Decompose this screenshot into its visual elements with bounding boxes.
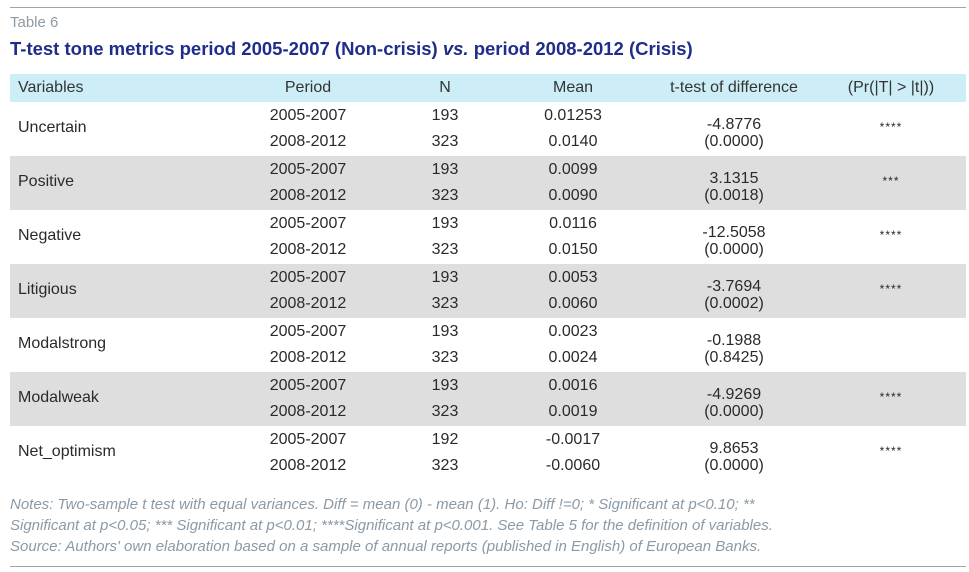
variable-name: Uncertain: [18, 119, 87, 136]
p-value: (0.8425): [704, 349, 764, 366]
mean-cell: -0.0060: [545, 457, 601, 474]
bottom-rule: [10, 566, 966, 567]
t-statistic: -4.9269: [706, 386, 762, 403]
p-value: (0.0000): [704, 403, 764, 420]
title-vs: vs.: [442, 38, 469, 59]
mean-cell: 0.0053: [548, 269, 598, 286]
t-statistic: -3.7694: [706, 278, 762, 295]
mean-cell: 0.0099: [548, 161, 598, 178]
n-cell: 193: [431, 107, 459, 124]
significance-stars: ***: [882, 174, 900, 188]
t-statistic: -12.5058: [702, 224, 766, 241]
variable-name: Negative: [18, 227, 82, 244]
mean-cell: 0.0150: [548, 241, 598, 258]
table-notes: Notes: Two-sample t test with equal vari…: [10, 494, 966, 557]
p-value: (0.0002): [704, 295, 764, 312]
n-cell: 193: [431, 323, 459, 340]
period-cell: 2005-2007: [269, 107, 347, 124]
period-cell: 2005-2007: [269, 431, 347, 448]
title-part1: T-test tone metrics period 2005-2007 (No…: [10, 38, 443, 59]
n-cell: 323: [431, 187, 459, 204]
table-row: Negative 2005-2007 193 0.0116 2008-2012 …: [10, 210, 966, 264]
t-statistic: -4.8776: [706, 116, 762, 133]
mean-cell: 0.0116: [549, 215, 597, 232]
n-cell: 323: [431, 295, 459, 312]
mean-cell: 0.0016: [548, 377, 598, 394]
table-row: Positive 2005-2007 193 0.0099 2008-2012 …: [10, 156, 966, 210]
n-cell: 323: [431, 349, 459, 366]
n-cell: 193: [431, 269, 459, 286]
t-statistic: -0.1988: [706, 332, 762, 349]
table-row: Modalstrong 2005-2007 193 0.0023 2008-20…: [10, 318, 966, 372]
n-cell: 323: [431, 241, 459, 258]
mean-cell: 0.0019: [548, 403, 598, 420]
mean-cell: 0.0140: [548, 133, 598, 150]
table-header-row: Variables Period N Mean t-test of differ…: [10, 74, 966, 102]
table-number: Table 6: [10, 14, 59, 31]
table-row: Uncertain 2005-2007 193 0.01253 2008-201…: [10, 102, 966, 156]
results-table: Variables Period N Mean t-test of differ…: [10, 74, 966, 480]
header-mean: Mean: [552, 79, 594, 96]
title-part2: period 2008-2012 (Crisis): [468, 38, 693, 59]
n-cell: 193: [431, 377, 459, 394]
period-cell: 2008-2012: [269, 187, 347, 204]
p-value: (0.0018): [704, 187, 764, 204]
significance-stars: ****: [879, 390, 903, 404]
variable-name: Modalweak: [18, 389, 99, 406]
table-row: Net_optimism 2005-2007 192 -0.0017 2008-…: [10, 426, 966, 480]
p-value: (0.0000): [704, 133, 764, 150]
notes-line-2: Significant at p<0.05; *** Significant a…: [10, 517, 773, 534]
mean-cell: -0.0017: [545, 431, 601, 448]
n-cell: 323: [431, 133, 459, 150]
n-cell: 193: [431, 161, 459, 178]
n-cell: 323: [431, 457, 459, 474]
variable-name: Net_optimism: [18, 443, 116, 460]
variable-name: Modalstrong: [18, 335, 107, 352]
header-n: N: [439, 79, 451, 96]
period-cell: 2005-2007: [269, 323, 347, 340]
t-statistic: 9.8653: [709, 440, 759, 457]
t-statistic: 3.1315: [709, 170, 759, 187]
variable-name: Positive: [18, 173, 75, 190]
header-ttest: t-test of difference: [670, 79, 798, 96]
mean-cell: 0.0024: [548, 349, 598, 366]
period-cell: 2008-2012: [269, 241, 347, 258]
significance-stars: ****: [879, 282, 903, 296]
table-title: T-test tone metrics period 2005-2007 (No…: [10, 38, 693, 60]
period-cell: 2005-2007: [269, 269, 347, 286]
n-cell: 192: [431, 431, 459, 448]
significance-stars: ****: [879, 444, 903, 458]
header-period: Period: [284, 79, 332, 96]
top-rule: [10, 7, 966, 8]
p-value: (0.0000): [704, 241, 764, 258]
mean-cell: 0.0060: [548, 295, 598, 312]
period-cell: 2008-2012: [269, 295, 347, 312]
variable-name: Litigious: [18, 281, 77, 298]
header-pr: (Pr(|T| > |t|)): [847, 79, 935, 96]
period-cell: 2005-2007: [269, 161, 347, 178]
significance-stars: ****: [879, 228, 903, 242]
period-cell: 2005-2007: [269, 377, 347, 394]
period-cell: 2008-2012: [269, 403, 347, 420]
period-cell: 2008-2012: [269, 349, 347, 366]
table-row: Modalweak 2005-2007 193 0.0016 2008-2012…: [10, 372, 966, 426]
p-value: (0.0000): [704, 457, 764, 474]
mean-cell: 0.0090: [548, 187, 598, 204]
mean-cell: 0.01253: [544, 107, 602, 124]
notes-line-1: Notes: Two-sample t test with equal vari…: [10, 496, 755, 513]
period-cell: 2008-2012: [269, 133, 347, 150]
table-row: Litigious 2005-2007 193 0.0053 2008-2012…: [10, 264, 966, 318]
period-cell: 2005-2007: [269, 215, 347, 232]
n-cell: 193: [431, 215, 459, 232]
period-cell: 2008-2012: [269, 457, 347, 474]
mean-cell: 0.0023: [548, 323, 598, 340]
header-variables: Variables: [18, 79, 84, 96]
source-note: Source: Authors' own elaboration based o…: [10, 538, 762, 555]
significance-stars: ****: [879, 120, 903, 134]
n-cell: 323: [431, 403, 459, 420]
